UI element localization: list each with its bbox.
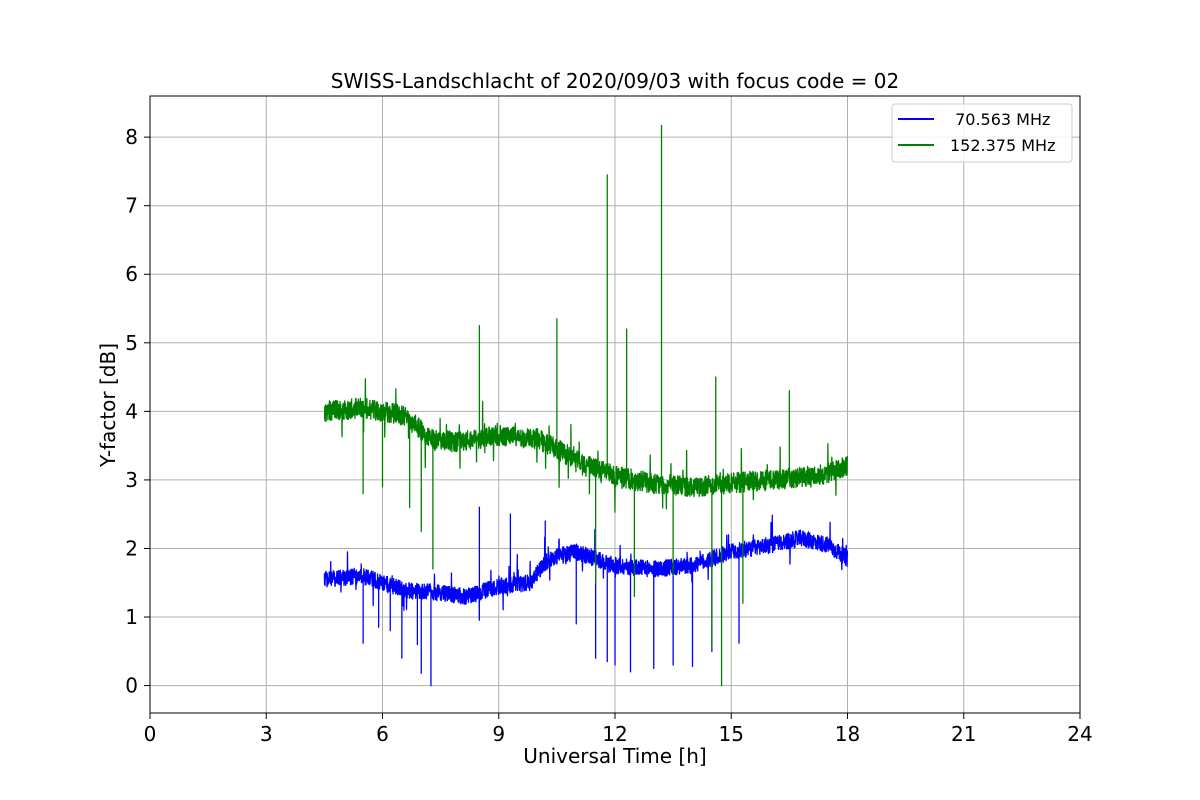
y-tick-label: 7: [125, 194, 138, 218]
series-line-2: [323, 124, 849, 687]
legend-label-series-1: 70.563 MHz: [950, 110, 1050, 129]
y-tick-label: 3: [125, 468, 138, 492]
y-tick-label: 8: [125, 125, 138, 149]
x-tick-label: 3: [260, 722, 273, 746]
x-tick-label: 6: [376, 722, 389, 746]
x-tick-label: 15: [719, 722, 744, 746]
y-tick-label: 4: [125, 399, 138, 423]
y-tick-label: 2: [125, 536, 138, 560]
series-line-1: [323, 506, 849, 687]
x-tick-label: 9: [492, 722, 505, 746]
x-tick-label: 24: [1067, 722, 1092, 746]
y-tick-label: 5: [125, 331, 138, 355]
legend-box: [891, 103, 1073, 163]
y-tick-label: 6: [125, 262, 138, 286]
x-tick-label: 0: [144, 722, 157, 746]
x-axis-label: Universal Time [h]: [523, 744, 706, 768]
legend: 70.563 MHz 152.375 MHz: [891, 103, 1073, 163]
chart-title: SWISS-Landschlacht of 2020/09/03 with fo…: [331, 69, 899, 93]
legend-label-series-2: 152.375 MHz: [950, 136, 1055, 155]
x-tick-label: 21: [951, 722, 976, 746]
series-layer: [323, 124, 849, 687]
y-tick-label: 1: [125, 605, 138, 629]
x-tick-label: 12: [602, 722, 627, 746]
x-tick-label: 18: [835, 722, 860, 746]
y-axis-label: Y-factor [dB]: [96, 343, 120, 468]
y-tick-label: 0: [125, 674, 138, 698]
